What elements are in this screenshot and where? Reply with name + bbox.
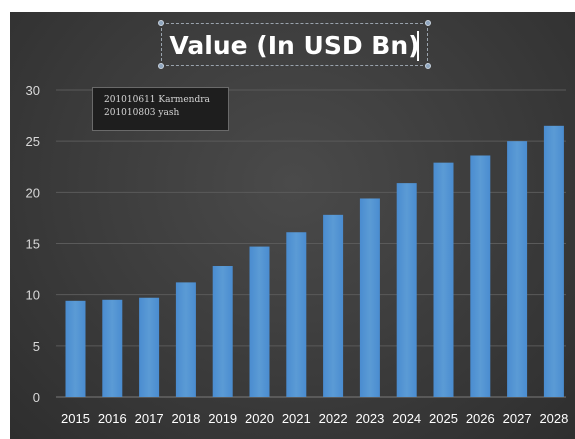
- x-tick-label: 2021: [282, 411, 311, 426]
- y-tick-label: 15: [26, 237, 40, 252]
- bar: [65, 300, 86, 397]
- y-tick-label: 30: [26, 83, 40, 98]
- y-tick-label: 0: [33, 390, 40, 405]
- bar: [102, 299, 123, 397]
- top-margin: [0, 0, 575, 12]
- x-tick-label: 2015: [61, 411, 90, 426]
- x-tick-label: 2026: [466, 411, 495, 426]
- y-tick-label: 25: [26, 134, 40, 149]
- resize-handle-top[interactable]: [290, 8, 299, 14]
- annotation-line-2: 201010803 yash: [104, 108, 180, 118]
- x-tick-label: 2022: [319, 411, 348, 426]
- x-tick-label: 2027: [503, 411, 532, 426]
- x-tick-label: 2016: [98, 411, 127, 426]
- x-tick-label: 2019: [208, 411, 237, 426]
- x-tick-label: 2024: [392, 411, 421, 426]
- x-tick-label: 2023: [355, 411, 384, 426]
- bar: [470, 155, 491, 397]
- text-cursor: [417, 31, 419, 61]
- left-edge-marker: [8, 226, 10, 234]
- title-selection-box[interactable]: [161, 23, 428, 66]
- bar: [139, 297, 160, 397]
- x-tick-label: 2028: [539, 411, 568, 426]
- bar: [286, 232, 307, 397]
- bar: [507, 141, 528, 397]
- x-tick-label: 2025: [429, 411, 458, 426]
- x-tick-label: 2018: [171, 411, 200, 426]
- selection-handle-top-left[interactable]: [158, 20, 164, 26]
- x-tick-label: 2020: [245, 411, 274, 426]
- x-tick-label: 2017: [135, 411, 164, 426]
- selection-handle-bottom-right[interactable]: [425, 63, 431, 69]
- annotation-box[interactable]: [92, 87, 229, 131]
- bar: [543, 125, 564, 398]
- y-tick-label: 5: [33, 339, 40, 354]
- bar: [433, 162, 454, 397]
- bar: [175, 282, 196, 397]
- y-tick-label: 20: [26, 185, 40, 200]
- left-margin: [0, 0, 10, 439]
- chart-title[interactable]: Value (In USD Bn): [169, 31, 420, 60]
- y-tick-label: 10: [26, 288, 40, 303]
- selection-handle-bottom-left[interactable]: [158, 63, 164, 69]
- selection-handle-top-right[interactable]: [425, 20, 431, 26]
- bar: [212, 266, 233, 397]
- bar: [323, 214, 344, 397]
- bar: [359, 198, 380, 397]
- bar: [249, 246, 270, 397]
- annotation-line-1: 201010611 Karmendra: [104, 95, 210, 105]
- bar: [396, 183, 417, 397]
